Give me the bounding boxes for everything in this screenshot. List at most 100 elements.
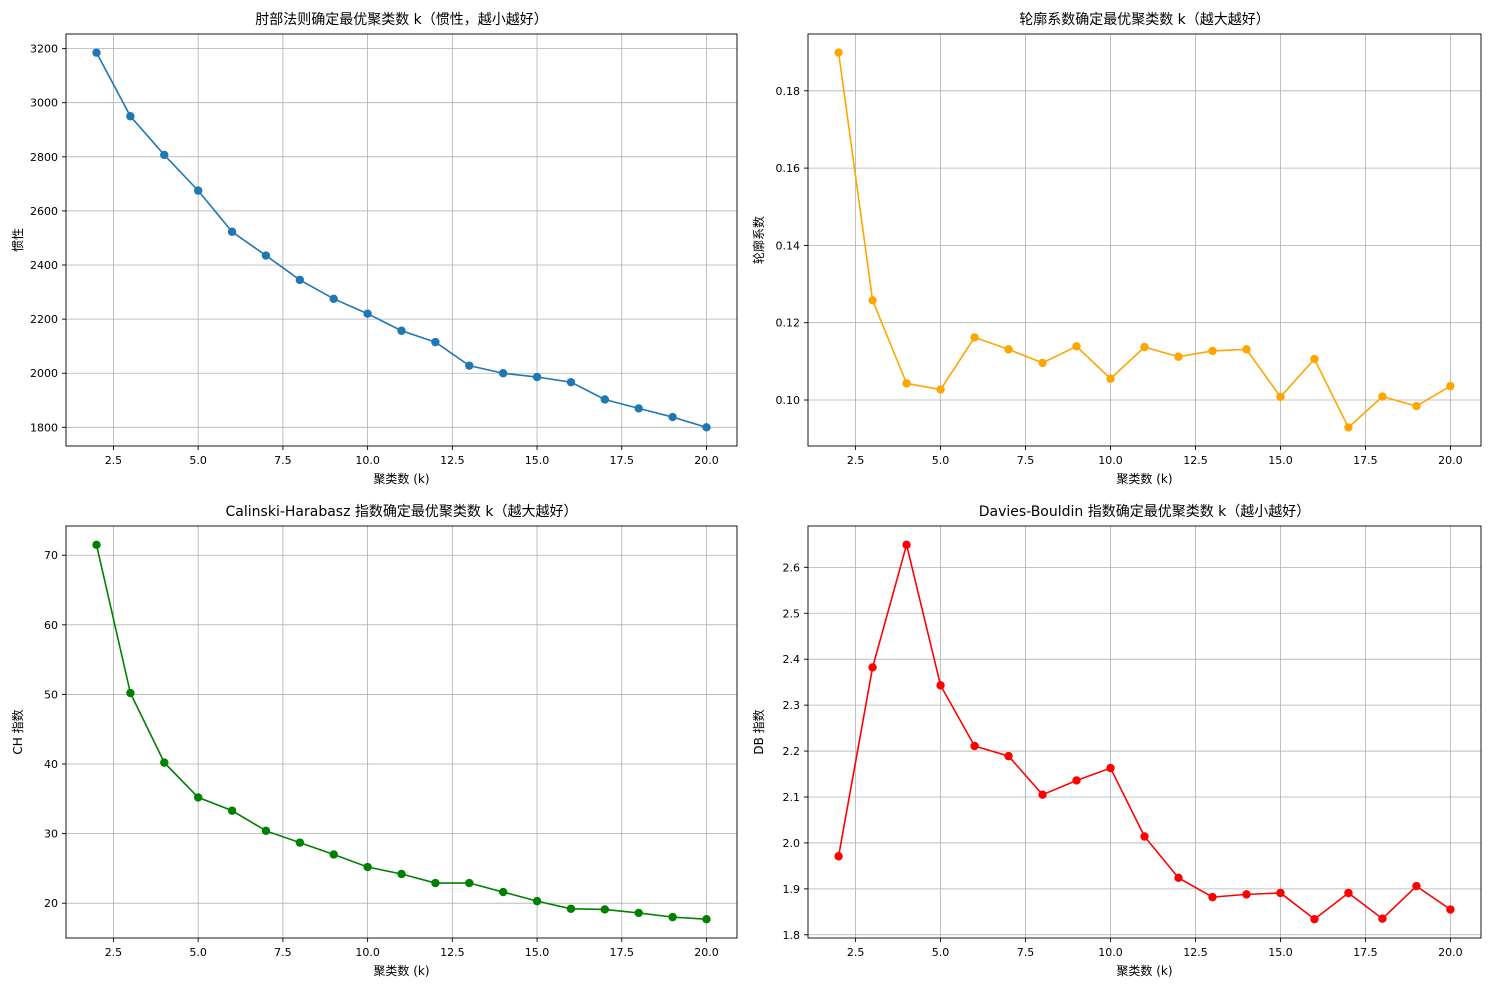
data-point <box>1004 751 1013 761</box>
data-point <box>397 869 406 879</box>
x-tick-label: 17.5 <box>1353 946 1378 959</box>
y-tick-label: 0.14 <box>776 239 801 252</box>
y-axis-label: DB 指数 <box>751 709 766 754</box>
data-point <box>1038 790 1047 799</box>
x-tick-label: 20.0 <box>694 946 719 959</box>
x-axis-label: 聚类数 (k) <box>373 963 429 978</box>
data-point <box>1140 832 1149 841</box>
data-point <box>92 48 101 57</box>
y-tick-label: 0.16 <box>776 162 801 175</box>
data-point <box>1446 905 1455 914</box>
data-point <box>1276 392 1285 402</box>
data-point <box>1072 776 1081 785</box>
data-point <box>329 850 338 859</box>
y-tick-label: 2.4 <box>783 653 801 666</box>
x-axis-label: 聚类数 (k) <box>373 471 429 486</box>
data-point <box>834 852 843 861</box>
data-point <box>126 688 135 698</box>
y-tick-label: 1.8 <box>783 929 801 942</box>
x-tick-label: 7.5 <box>274 454 292 467</box>
x-tick-label: 12.5 <box>440 454 465 467</box>
data-point <box>363 309 372 318</box>
x-tick-label: 17.5 <box>1353 454 1378 467</box>
data-point <box>193 186 203 195</box>
x-tick-label: 7.5 <box>1017 946 1035 959</box>
data-point <box>902 540 911 550</box>
data-point <box>1140 342 1149 352</box>
x-tick-label: 20.0 <box>1438 454 1463 467</box>
subplot-4: 2.5 5.0 7.5 10.0 12.5 15.0 17.5 20.0 1.8 1.9 2.0 2.… <box>751 504 1482 978</box>
y-tick-label: 2.2 <box>783 745 801 758</box>
y-axis-label: CH 指数 <box>10 709 25 754</box>
y-tick-label: 50 <box>44 688 58 701</box>
axes-frame <box>65 525 738 939</box>
chart-title: 肘部法则确定最优聚类数 k（惯性，越小越好） <box>255 11 548 28</box>
axes-frame <box>807 525 1482 939</box>
data-point <box>295 275 305 285</box>
data-point <box>431 878 440 888</box>
data-point <box>1378 914 1387 923</box>
data-point <box>834 48 843 57</box>
x-tick-label: 5.0 <box>189 454 207 467</box>
data-point <box>668 912 677 922</box>
y-tick-label: 1800 <box>30 421 58 434</box>
data-point <box>1446 381 1455 391</box>
data-point <box>1412 881 1421 891</box>
y-tick-label: 2.3 <box>783 699 801 712</box>
y-tick-label: 1.9 <box>783 883 801 896</box>
data-point <box>1174 873 1183 883</box>
data-point <box>702 423 711 432</box>
data-point <box>1004 345 1013 354</box>
chart-title: Calinski-Harabasz 指数确定最优聚类数 k（越大越好） <box>226 504 578 520</box>
y-tick-label: 3000 <box>30 97 58 110</box>
y-tick-label: 70 <box>44 549 58 562</box>
data-point <box>970 333 979 342</box>
data-point <box>532 896 542 906</box>
data-point <box>126 112 135 121</box>
y-tick-label: 2.1 <box>783 791 801 804</box>
data-point <box>261 251 271 260</box>
y-tick-label: 0.18 <box>776 85 801 98</box>
chart-title: Davies-Bouldin 指数确定最优聚类数 k（越小越好） <box>979 504 1311 520</box>
y-tick-label: 2200 <box>30 313 58 326</box>
axes-frame <box>65 33 738 447</box>
x-tick-label: 12.5 <box>440 946 465 959</box>
data-point <box>227 227 237 236</box>
x-tick-label: 15.0 <box>1268 454 1293 467</box>
x-tick-label: 15.0 <box>525 946 550 959</box>
data-point <box>1174 352 1183 361</box>
x-tick-label: 5.0 <box>932 946 950 959</box>
data-point <box>1276 888 1285 898</box>
data-point <box>936 681 945 690</box>
y-tick-label: 60 <box>44 619 58 632</box>
y-axis-label: 惯性 <box>10 228 25 252</box>
x-tick-label: 15.0 <box>525 454 550 467</box>
y-tick-label: 0.12 <box>776 317 801 330</box>
data-point <box>902 379 911 388</box>
data-point <box>1412 401 1421 411</box>
data-point <box>227 806 237 815</box>
data-point <box>634 404 643 413</box>
chart-title: 轮廓系数确定最优聚类数 k（越大越好） <box>1019 11 1270 28</box>
data-point <box>193 793 203 802</box>
y-tick-label: 3200 <box>30 43 58 56</box>
axes-frame <box>807 33 1482 447</box>
x-tick-label: 5.0 <box>932 454 950 467</box>
y-tick-label: 2400 <box>30 259 58 272</box>
data-point <box>498 369 508 378</box>
data-point <box>295 838 305 847</box>
x-tick-label: 10.0 <box>355 946 380 959</box>
x-tick-label: 20.0 <box>694 454 719 467</box>
data-point <box>702 915 711 924</box>
data-point <box>160 150 169 160</box>
data-point <box>600 905 610 914</box>
x-tick-label: 10.0 <box>1098 946 1123 959</box>
data-point <box>1208 892 1217 902</box>
y-tick-label: 40 <box>44 758 58 771</box>
x-tick-label: 12.5 <box>1183 946 1208 959</box>
x-tick-label: 7.5 <box>274 946 292 959</box>
data-point <box>1242 890 1251 899</box>
data-point <box>1106 763 1115 773</box>
data-point <box>1310 354 1319 364</box>
x-tick-label: 7.5 <box>1017 454 1035 467</box>
